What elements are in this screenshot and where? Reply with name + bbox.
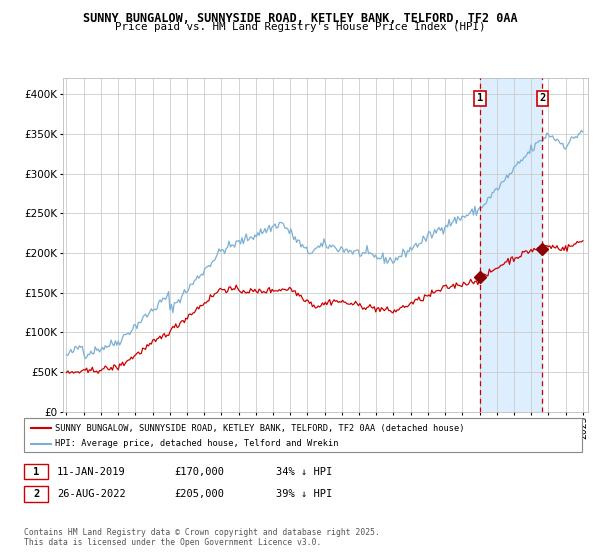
Text: SUNNY BUNGALOW, SUNNYSIDE ROAD, KETLEY BANK, TELFORD, TF2 0AA (detached house): SUNNY BUNGALOW, SUNNYSIDE ROAD, KETLEY B… bbox=[55, 424, 465, 433]
Bar bbox=[480, 78, 542, 412]
Text: £205,000: £205,000 bbox=[174, 489, 224, 499]
Text: SUNNY BUNGALOW, SUNNYSIDE ROAD, KETLEY BANK, TELFORD, TF2 0AA: SUNNY BUNGALOW, SUNNYSIDE ROAD, KETLEY B… bbox=[83, 12, 517, 25]
Text: 39% ↓ HPI: 39% ↓ HPI bbox=[276, 489, 332, 499]
Text: 11-JAN-2019: 11-JAN-2019 bbox=[57, 466, 126, 477]
Text: 2: 2 bbox=[539, 93, 545, 103]
Text: 1: 1 bbox=[477, 93, 483, 103]
Text: Price paid vs. HM Land Registry's House Price Index (HPI): Price paid vs. HM Land Registry's House … bbox=[115, 22, 485, 32]
Text: 26-AUG-2022: 26-AUG-2022 bbox=[57, 489, 126, 499]
Text: 34% ↓ HPI: 34% ↓ HPI bbox=[276, 466, 332, 477]
Text: £170,000: £170,000 bbox=[174, 466, 224, 477]
Text: HPI: Average price, detached house, Telford and Wrekin: HPI: Average price, detached house, Telf… bbox=[55, 439, 338, 448]
Text: 2: 2 bbox=[33, 489, 39, 499]
Text: Contains HM Land Registry data © Crown copyright and database right 2025.
This d: Contains HM Land Registry data © Crown c… bbox=[24, 528, 380, 547]
Text: 1: 1 bbox=[33, 466, 39, 477]
